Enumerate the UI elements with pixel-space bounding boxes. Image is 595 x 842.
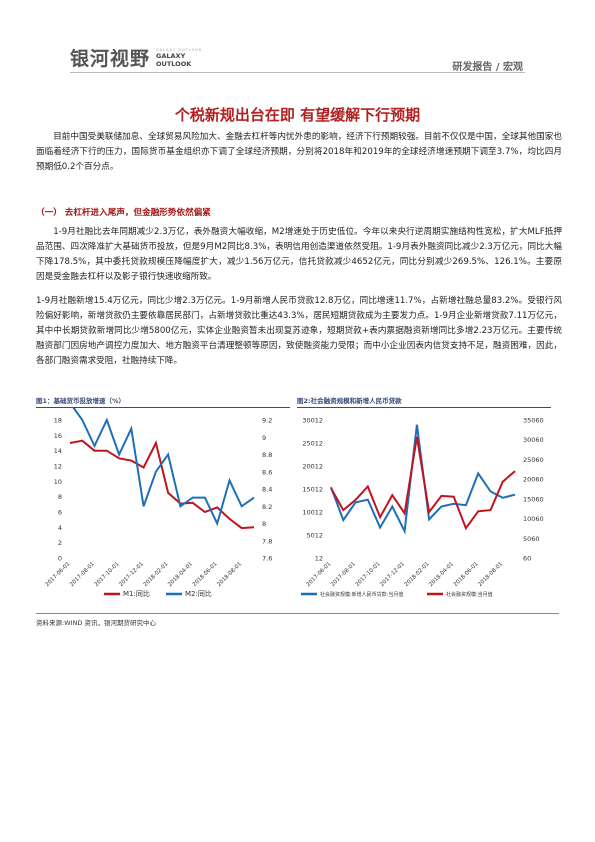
x-tick-label: 2017-12-01 bbox=[379, 561, 406, 588]
source-note: 资料来源:WIND 资讯，银河期货研究中心 bbox=[36, 619, 156, 627]
section-paragraph-1: 1-9月社融比去年同期减少2.3万亿，表外融资大幅收缩，M2增速处于历史低位。今… bbox=[36, 227, 562, 282]
header-divider bbox=[70, 72, 525, 73]
y-left-tick-label: 2 bbox=[58, 539, 62, 547]
y-left-tick-label: 12 bbox=[54, 463, 62, 471]
y-left-tick-label: 20012 bbox=[302, 463, 323, 471]
logo: 银河视野 GALAXY OUTLOOK GALAXY OUTLOOK bbox=[70, 44, 202, 71]
y-right-tick-label: 8.2 bbox=[262, 503, 272, 511]
y-left-tick-label: 0 bbox=[58, 555, 62, 563]
y-left-tick-label: 8 bbox=[58, 493, 62, 501]
logo-en-line1: GALAXY bbox=[156, 51, 186, 60]
y-left-tick-label: 16 bbox=[54, 432, 62, 440]
legend-label: M1:同比 bbox=[123, 589, 150, 598]
y-right-tick-label: 5060 bbox=[523, 535, 540, 543]
y-right-tick-label: 8.6 bbox=[262, 468, 272, 476]
y-left-tick-label: 15012 bbox=[302, 486, 323, 494]
x-tick-label: 2017-12-01 bbox=[118, 561, 145, 588]
y-right-tick-label: 25060 bbox=[523, 456, 544, 464]
logo-text: 银河视野 bbox=[70, 48, 151, 70]
legend-label: 社会融资规模:新增人民币贷款:当月值 bbox=[320, 591, 403, 598]
y-right-tick-label: 35060 bbox=[523, 417, 544, 425]
x-tick-label: 2017-06-01 bbox=[45, 561, 72, 588]
chart-2-title: 图2:社会融资规模和新增人民币贷款 bbox=[297, 395, 551, 408]
y-left-tick-label: 10 bbox=[54, 478, 62, 486]
legend-label: M2:同比 bbox=[185, 589, 212, 598]
y-right-tick-label: 8.8 bbox=[262, 451, 272, 459]
x-tick-label: 2018-08-01 bbox=[477, 561, 504, 588]
y-left-tick-label: 25012 bbox=[302, 440, 323, 448]
x-tick-label: 2018-02-01 bbox=[404, 561, 431, 588]
y-left-tick-label: 4 bbox=[58, 524, 62, 532]
y-right-tick-label: 30060 bbox=[523, 436, 544, 444]
y-right-tick-label: 7.8 bbox=[262, 537, 272, 545]
x-tick-label: 2017-06-01 bbox=[306, 561, 333, 588]
x-tick-label: 2017-08-01 bbox=[330, 561, 357, 588]
y-right-tick-label: 60 bbox=[523, 555, 531, 563]
x-tick-label: 2018-04-01 bbox=[428, 561, 455, 588]
section-paragraph-2: 1-9月社融新增15.4万亿元，同比少增2.3万亿元。1-9月新增人民币贷款12… bbox=[36, 296, 562, 366]
y-right-tick-label: 15060 bbox=[523, 495, 544, 503]
report-type: 研发报告 / 宏观 bbox=[452, 62, 523, 73]
chart-2: 图2:社会融资规模和新增人民币贷款 30012 25012 20012 15012 10… bbox=[297, 395, 551, 611]
y-left-tick-label: 10012 bbox=[302, 509, 323, 517]
chart-1-title: 图1：基础货币投放增速（%） bbox=[36, 395, 290, 408]
section-heading: （一） 去杠杆进入尾声，但金融形势依然偏紧 bbox=[36, 208, 211, 218]
x-tick-label: 2017-08-01 bbox=[69, 561, 96, 588]
y-right-tick-label: 8 bbox=[262, 520, 266, 528]
x-tick-label: 2018-02-01 bbox=[143, 561, 170, 588]
intro-paragraph: 目前中国受美联储加息、全球贸易风险加大、金融去杠杆等内忧外患的影响，经济下行预期… bbox=[36, 132, 562, 172]
source-divider bbox=[36, 613, 559, 614]
series-line-2 bbox=[330, 436, 516, 531]
y-right-tick-label: 9 bbox=[262, 434, 266, 442]
y-right-tick-label: 9.2 bbox=[262, 417, 272, 425]
series-line-2 bbox=[72, 408, 255, 527]
y-left-tick-label: 12 bbox=[315, 555, 323, 563]
legend-label: 社会融资规模:当月值 bbox=[446, 591, 493, 598]
x-tick-label: 2018-08-01 bbox=[216, 561, 243, 588]
x-tick-label: 2017-10-01 bbox=[94, 561, 121, 588]
y-left-tick-label: 14 bbox=[54, 447, 62, 455]
chart-2-plot: 30012 25012 20012 15012 10012 5012 12 35060 3006… bbox=[301, 417, 544, 598]
page-title: 个税新规出台在即 有望缓解下行预期 bbox=[174, 106, 421, 124]
y-left-tick-label: 5012 bbox=[306, 532, 323, 540]
x-tick-label: 2017-10-01 bbox=[355, 561, 382, 588]
logo-en: GALAXY OUTLOOK GALAXY OUTLOOK bbox=[156, 48, 202, 68]
y-right-tick-label: 20060 bbox=[523, 476, 544, 484]
y-right-tick-label: 10060 bbox=[523, 515, 544, 523]
chart-1-plot: 18 16 14 12 10 8 6 4 2 0 9.2 9 8.8 8.6 8.4 8.2 8 7.8 7.6 20… bbox=[45, 408, 272, 598]
series-line-1 bbox=[69, 439, 255, 530]
chart-1: 图1：基础货币投放增速（%） 18 16 14 12 10 8 6 4 2 0 9.2 9 8.8 8.6… bbox=[36, 395, 290, 611]
logo-en-line2: OUTLOOK bbox=[156, 59, 192, 68]
y-left-tick-label: 18 bbox=[54, 417, 62, 425]
y-right-tick-label: 7.6 bbox=[262, 555, 272, 563]
logo-en-small: GALAXY OUTLOOK bbox=[156, 47, 203, 52]
x-tick-label: 2018-06-01 bbox=[453, 561, 480, 588]
y-right-tick-label: 8.4 bbox=[262, 486, 272, 494]
x-tick-label: 2018-04-01 bbox=[167, 561, 194, 588]
x-tick-label: 2018-06-01 bbox=[192, 561, 219, 588]
y-left-tick-label: 6 bbox=[58, 509, 62, 517]
y-left-tick-label: 30012 bbox=[302, 417, 323, 425]
